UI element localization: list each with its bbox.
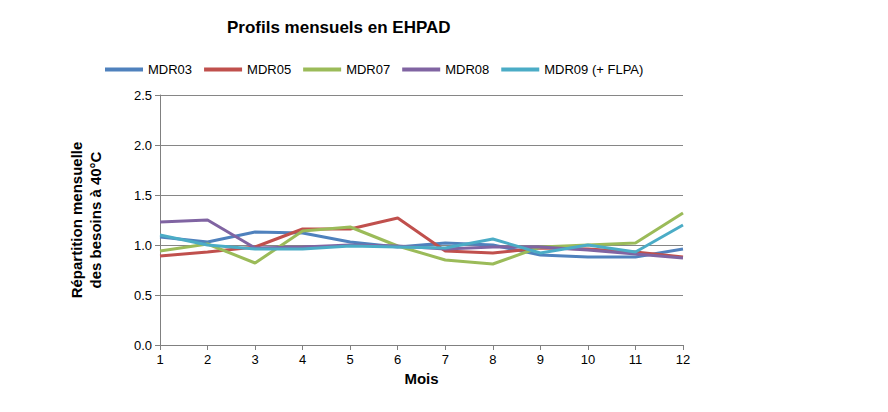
svg-text:10: 10: [581, 352, 595, 367]
svg-text:MDR07: MDR07: [346, 62, 390, 77]
svg-text:12: 12: [676, 352, 690, 367]
svg-text:6: 6: [394, 352, 401, 367]
svg-text:11: 11: [629, 352, 643, 367]
svg-text:2.5: 2.5: [134, 88, 152, 103]
svg-text:9: 9: [537, 352, 544, 367]
svg-text:1: 1: [156, 352, 163, 367]
svg-text:1.0: 1.0: [134, 238, 152, 253]
svg-text:0.5: 0.5: [134, 288, 152, 303]
svg-text:8: 8: [489, 352, 496, 367]
svg-text:7: 7: [442, 352, 449, 367]
svg-text:Mois: Mois: [404, 370, 438, 387]
svg-text:Profils mensuels en EHPAD: Profils mensuels en EHPAD: [227, 18, 451, 37]
svg-text:2: 2: [204, 352, 211, 367]
svg-text:MDR05: MDR05: [247, 62, 291, 77]
svg-text:des besoins à 40°C: des besoins à 40°C: [87, 151, 104, 288]
svg-text:1.5: 1.5: [134, 188, 152, 203]
svg-text:MDR03: MDR03: [148, 62, 192, 77]
svg-text:Répartition mensuelle: Répartition mensuelle: [68, 142, 85, 299]
svg-text:0.0: 0.0: [134, 338, 152, 353]
svg-text:5: 5: [347, 352, 354, 367]
svg-text:2.0: 2.0: [134, 138, 152, 153]
svg-text:MDR09 (+ FLPA): MDR09 (+ FLPA): [544, 62, 643, 77]
svg-text:3: 3: [251, 352, 258, 367]
svg-text:MDR08: MDR08: [445, 62, 489, 77]
svg-text:4: 4: [299, 352, 306, 367]
